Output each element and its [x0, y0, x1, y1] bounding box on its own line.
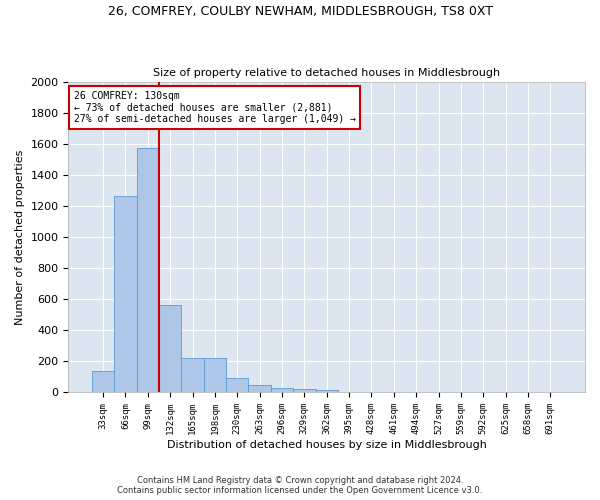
Bar [271, 388, 293, 392]
Bar [137, 148, 159, 392]
Bar [92, 370, 114, 392]
Bar [226, 378, 248, 392]
Bar [293, 390, 316, 392]
Text: 26 COMFREY: 130sqm
← 73% of detached houses are smaller (2,881)
27% of semi-deta: 26 COMFREY: 130sqm ← 73% of detached hou… [74, 91, 356, 124]
Text: 26, COMFREY, COULBY NEWHAM, MIDDLESBROUGH, TS8 0XT: 26, COMFREY, COULBY NEWHAM, MIDDLESBROUG… [107, 5, 493, 18]
Bar [204, 358, 226, 392]
X-axis label: Distribution of detached houses by size in Middlesbrough: Distribution of detached houses by size … [167, 440, 487, 450]
Bar [248, 384, 271, 392]
Y-axis label: Number of detached properties: Number of detached properties [15, 150, 25, 324]
Title: Size of property relative to detached houses in Middlesbrough: Size of property relative to detached ho… [153, 68, 500, 78]
Bar [181, 358, 204, 392]
Text: Contains HM Land Registry data © Crown copyright and database right 2024.
Contai: Contains HM Land Registry data © Crown c… [118, 476, 482, 495]
Bar [316, 390, 338, 392]
Bar [159, 306, 181, 392]
Bar [114, 196, 137, 392]
